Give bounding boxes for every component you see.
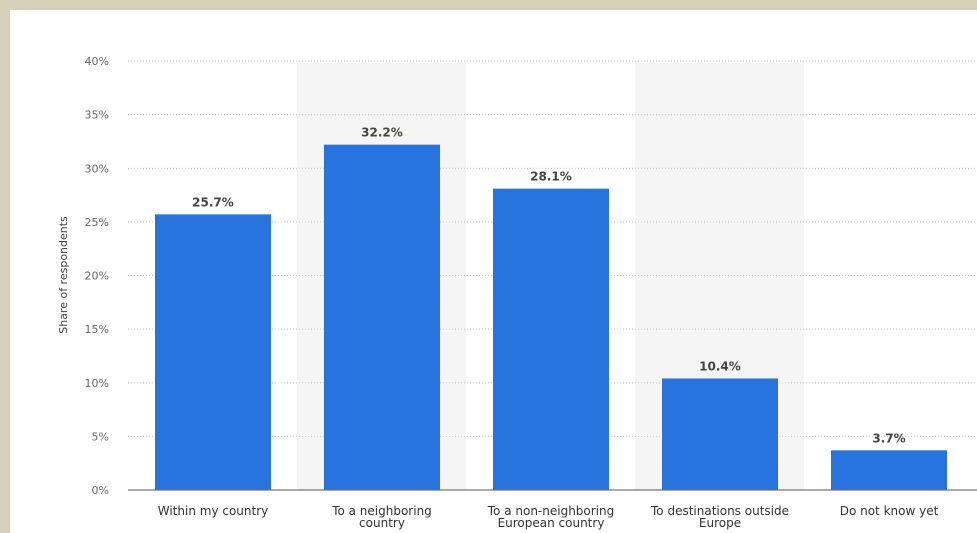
y-axis-ticks: 0% 5% 10% 15% 20% 25% 30% 35% 40% — [85, 55, 109, 497]
y-tick-label: 15% — [85, 323, 109, 336]
bar — [324, 144, 440, 490]
x-category-label: To a non-neighboring European country — [487, 504, 615, 530]
chart-frame: 0% 5% 10% 15% 20% 25% 30% 35% 40% 25.7% 32.2% 28.1… — [10, 10, 977, 533]
x-category-label: Within my country — [158, 504, 269, 518]
y-tick-label: 35% — [85, 109, 109, 122]
value-label: 32.2% — [361, 126, 403, 140]
x-category-label: Do not know yet — [840, 504, 939, 518]
value-labels: 25.7% 32.2% 28.1% 10.4% 3.7% — [192, 126, 905, 446]
y-tick-label: 0% — [92, 484, 109, 497]
y-tick-label: 5% — [92, 430, 109, 443]
y-axis-title: Share of respondents — [57, 216, 70, 334]
y-tick-label: 30% — [85, 162, 109, 175]
x-category-label: To destinations outside Europe — [650, 504, 789, 530]
y-tick-label: 40% — [85, 55, 109, 68]
x-axis-labels: Within my country To a neighboring country… — [158, 504, 939, 530]
value-label: 28.1% — [530, 170, 572, 184]
x-category-label: To a neighboring country — [331, 504, 432, 530]
bar — [155, 214, 271, 490]
value-label: 10.4% — [699, 359, 741, 373]
bar — [662, 378, 778, 490]
y-tick-label: 25% — [85, 216, 109, 229]
y-tick-label: 20% — [85, 270, 109, 283]
bar — [493, 188, 609, 490]
value-label: 3.7% — [872, 431, 905, 445]
value-label: 25.7% — [192, 195, 234, 209]
y-tick-label: 10% — [85, 377, 109, 390]
bar-chart: 0% 5% 10% 15% 20% 25% 30% 35% 40% 25.7% 32.2% 28.1… — [57, 55, 977, 530]
bars — [155, 144, 947, 490]
bar — [831, 450, 947, 490]
